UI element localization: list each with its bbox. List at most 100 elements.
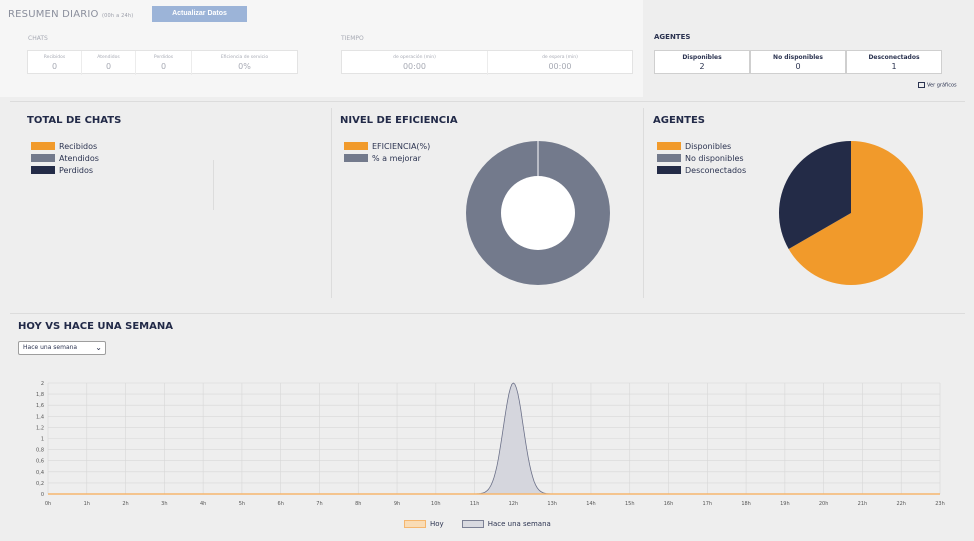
x-tick-label: 14h <box>586 501 596 507</box>
x-tick-label: 9h <box>394 501 400 507</box>
comparison-title: HOY VS HACE UNA SEMANA <box>18 321 173 332</box>
legend-item-recibidos[interactable]: Recibidos <box>31 140 99 152</box>
x-tick-label: 17h <box>703 501 713 507</box>
summary-subtitle: (00h a 24h) <box>102 13 134 19</box>
y-tick-label: 0,8 <box>36 448 44 454</box>
x-tick-label: 11h <box>470 501 480 507</box>
x-tick-label: 3h <box>161 501 167 507</box>
agents-pie-chart <box>779 141 923 285</box>
legend-item-eficiencia[interactable]: EFICIENCIA(%) <box>344 140 430 152</box>
metric-value: 0% <box>238 62 251 71</box>
agent-box-label: Desconectados <box>868 54 920 61</box>
x-tick-label: 22h <box>896 501 906 507</box>
metric-espera: de espera (min) 00:00 <box>488 51 632 75</box>
legend-swatch <box>31 154 55 162</box>
total-chats-legend: Recibidos Atendidos Perdidos <box>31 140 99 176</box>
legend-swatch-semana <box>461 520 484 528</box>
legend-label: No disponibles <box>685 153 744 163</box>
legend-item-no-disponibles[interactable]: No disponibles <box>657 152 746 164</box>
x-tick-label: 7h <box>316 501 322 507</box>
agent-box-label: Disponibles <box>682 54 722 61</box>
x-tick-label: 4h <box>200 501 206 507</box>
ver-graficos-link[interactable]: Ver gráficos <box>918 82 957 89</box>
tiempo-metrics-card: de operación (min) 00:00 de espera (min)… <box>341 50 633 75</box>
ver-graficos-label: Ver gráficos <box>927 82 957 89</box>
legend-item-disponibles[interactable]: Disponibles <box>657 140 746 152</box>
period-select[interactable]: Hace una semana ⌄ <box>18 341 106 355</box>
x-tick-label: 18h <box>741 501 751 507</box>
x-tick-label: 16h <box>664 501 674 507</box>
legend-label: Desconectados <box>685 165 747 175</box>
y-tick-label: 0,2 <box>36 481 44 487</box>
legend-swatch <box>657 154 681 162</box>
update-data-button[interactable]: Actualizar Datos <box>152 6 247 22</box>
metric-eficiencia: Eficiencia de servicio 0% <box>192 51 297 75</box>
agents-summary-panel <box>643 0 974 97</box>
donut-hole <box>501 176 575 250</box>
metric-label: de operación (min) <box>393 55 436 60</box>
x-tick-label: 21h <box>858 501 868 507</box>
metric-label: Atendidos <box>97 55 120 60</box>
y-tick-label: 1,4 <box>36 414 44 420</box>
agents-chart-title: AGENTES <box>653 115 706 126</box>
metric-label: Eficiencia de servicio <box>220 55 269 60</box>
legend-label: Disponibles <box>685 141 732 151</box>
agent-box-label: No disponibles <box>773 54 823 61</box>
legend-label: % a mejorar <box>372 153 421 163</box>
legend-item-a-mejorar[interactable]: % a mejorar <box>344 152 430 164</box>
efficiency-donut-chart <box>466 141 610 285</box>
legend-label: Atendidos <box>59 153 99 163</box>
legend-swatch <box>657 166 681 174</box>
metric-label: Perdidos <box>153 55 174 60</box>
x-tick-label: 5h <box>239 501 245 507</box>
metric-value: 0 <box>51 62 58 71</box>
legend-label-hoy[interactable]: Hoy <box>430 520 444 528</box>
legend-item-perdidos[interactable]: Perdidos <box>31 164 99 176</box>
x-tick-label: 20h <box>819 501 829 507</box>
column-divider <box>331 108 332 298</box>
legend-label-semana[interactable]: Hace una semana <box>487 520 551 528</box>
legend-swatch <box>31 142 55 150</box>
metric-atendidos: Atendidos 0 <box>82 51 136 75</box>
y-tick-label: 0,6 <box>36 459 44 465</box>
agents-chart-legend: Disponibles No disponibles Desconectados <box>657 140 746 176</box>
y-tick-label: 1,6 <box>36 403 44 409</box>
legend-swatch <box>657 142 681 150</box>
total-chats-title: TOTAL DE CHATS <box>27 115 122 126</box>
period-select-value: Hace una semana <box>23 344 78 351</box>
legend-label: Recibidos <box>59 141 98 151</box>
agent-box-value: 0 <box>795 62 801 71</box>
metric-value: 00:00 <box>548 62 572 71</box>
agents-unavailable-box: No disponibles 0 <box>750 50 846 74</box>
legend-item-atendidos[interactable]: Atendidos <box>31 152 99 164</box>
x-tick-label: 13h <box>547 501 557 507</box>
agents-disconnected-box: Desconectados 1 <box>846 50 942 74</box>
y-tick-label: 2 <box>41 381 44 387</box>
x-tick-label: 0h <box>45 501 51 507</box>
legend-swatch-hoy <box>404 520 426 528</box>
metric-value: 00:00 <box>402 62 427 71</box>
metric-value: 0 <box>160 62 167 71</box>
section-divider <box>10 313 965 314</box>
summary-title: RESUMEN DIARIO (00h a 24h) <box>8 9 133 20</box>
efficiency-legend: EFICIENCIA(%) % a mejorar <box>344 140 430 164</box>
slice-disponibles[interactable] <box>788 141 923 285</box>
y-tick-label: 1,2 <box>36 425 44 431</box>
x-tick-label: 19h <box>780 501 790 507</box>
x-tick-label: 15h <box>625 501 635 507</box>
slice-desconectados[interactable] <box>779 141 851 249</box>
metric-recibidos: Recibidos 0 <box>28 51 82 75</box>
column-divider <box>643 108 644 298</box>
chats-group-label: CHATS <box>28 35 48 42</box>
metric-value: 0 <box>105 62 112 71</box>
agents-summary-title: AGENTES <box>654 33 691 41</box>
empty-chart-axis <box>213 160 214 210</box>
legend-swatch <box>31 166 55 174</box>
section-divider <box>10 101 965 102</box>
y-tick-label: 1,8 <box>36 392 44 398</box>
metric-operacion: de operación (min) 00:00 <box>342 51 488 75</box>
x-tick-label: 23h <box>935 501 945 507</box>
legend-item-desconectados[interactable]: Desconectados <box>657 164 746 176</box>
legend-label: Perdidos <box>59 165 94 175</box>
comparison-legend: Hoy Hace una semana <box>404 520 551 528</box>
